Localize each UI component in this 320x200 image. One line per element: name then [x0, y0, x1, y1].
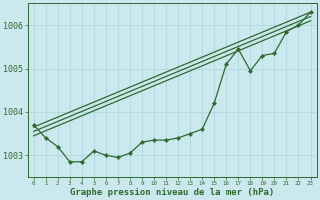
X-axis label: Graphe pression niveau de la mer (hPa): Graphe pression niveau de la mer (hPa)	[70, 188, 274, 197]
